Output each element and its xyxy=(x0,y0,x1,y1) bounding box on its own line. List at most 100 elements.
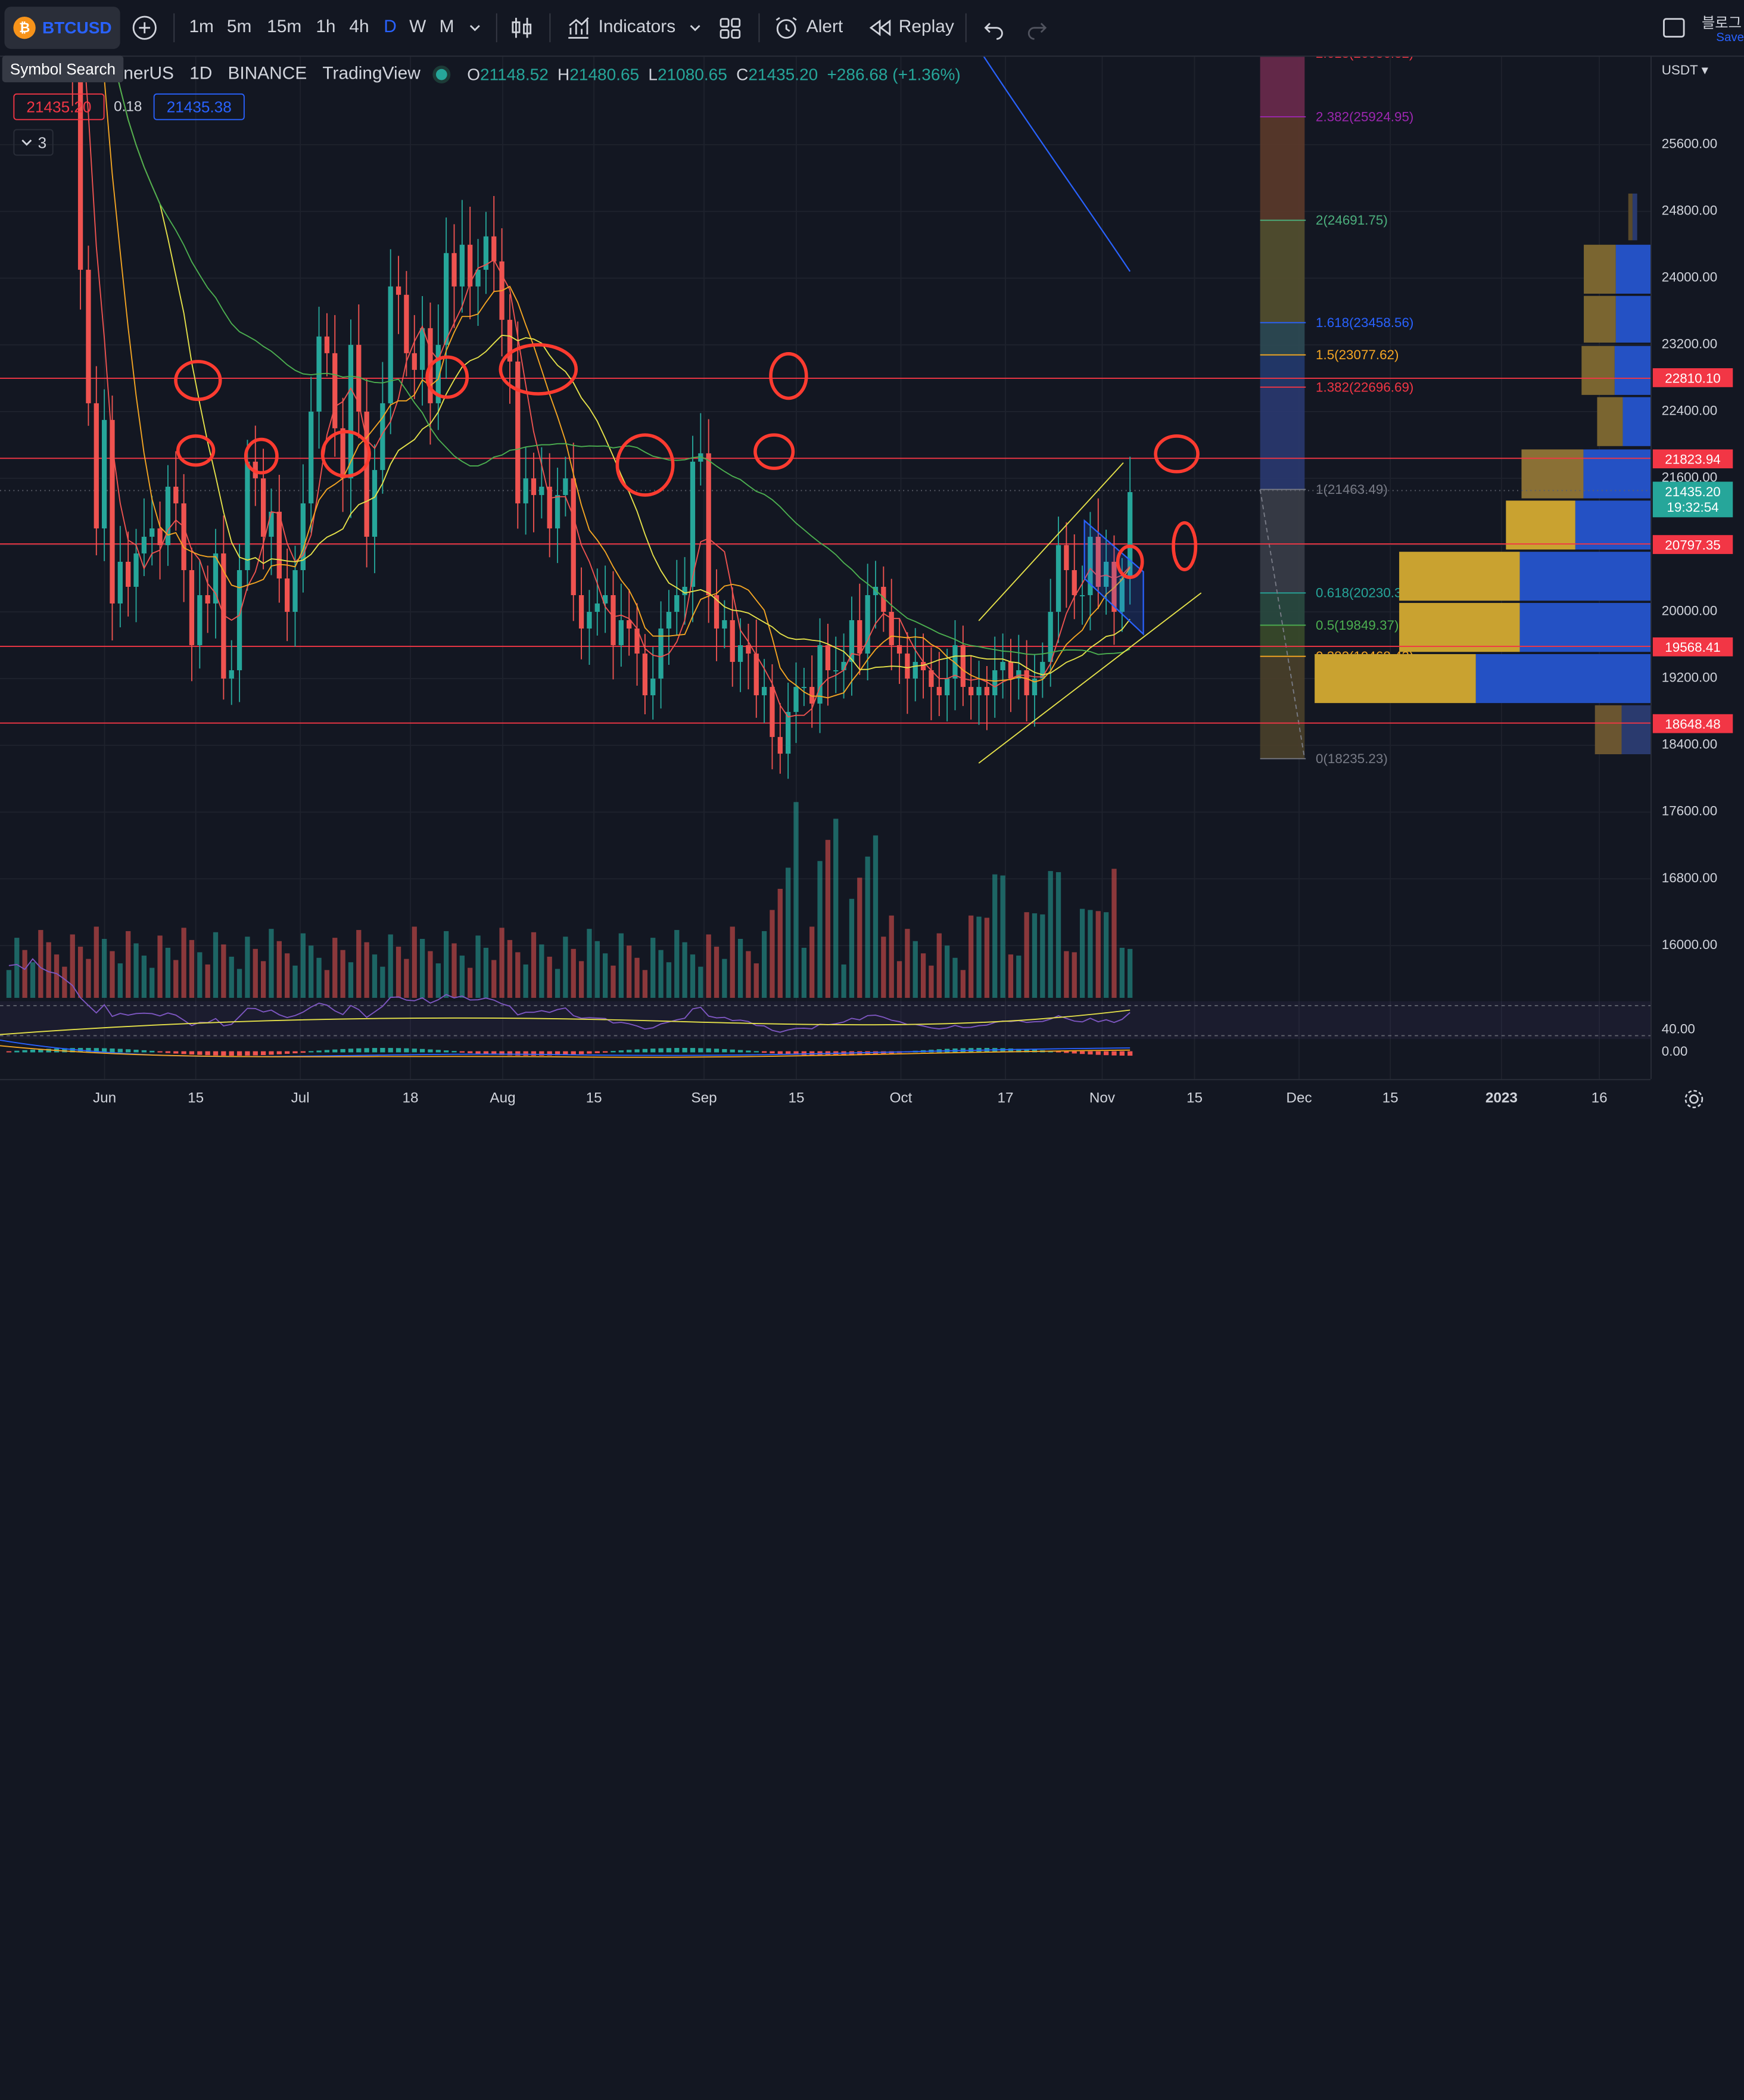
chart-legend: nerUS 1D BINANCE TradingView O21148.52 H… xyxy=(123,64,960,85)
volume-bar xyxy=(189,939,195,998)
symbol-search-button[interactable]: ₿ BTCUSD xyxy=(4,7,120,49)
interval-5m[interactable]: 5m xyxy=(226,17,252,37)
macd-histogram-bar xyxy=(658,1048,664,1053)
volume-bar xyxy=(793,802,799,998)
compare-add-button[interactable] xyxy=(131,0,158,55)
sell-button[interactable]: 21435.20 xyxy=(13,93,105,120)
volume-bar xyxy=(920,953,926,998)
volume-bar xyxy=(412,926,417,998)
indicator-count-toggle[interactable]: 3 xyxy=(13,129,54,156)
macd-histogram-bar xyxy=(181,1051,186,1054)
volume-bar xyxy=(38,930,43,998)
candle-body xyxy=(825,645,831,671)
oscillator-label: 0.00 xyxy=(1661,1043,1688,1059)
macd-histogram-bar xyxy=(1024,1049,1029,1053)
volume-bar xyxy=(1072,952,1077,998)
macd-histogram-bar xyxy=(642,1049,648,1053)
volume-bar xyxy=(499,928,504,998)
macd-histogram-bar xyxy=(611,1051,616,1053)
redo-icon xyxy=(1027,23,1047,40)
volume-bar xyxy=(984,917,990,998)
volume-bar xyxy=(809,926,815,998)
macd-histogram-bar xyxy=(491,1051,497,1055)
macd-histogram-bar xyxy=(332,1049,338,1053)
hand-drawn-circle xyxy=(244,437,279,475)
volume-profile-bar xyxy=(1584,244,1616,294)
ohlc-values: O21148.52 H21480.65 L21080.65 C21435.20 … xyxy=(467,65,961,84)
volume-bar xyxy=(841,964,846,998)
alert-button[interactable]: Alert xyxy=(773,0,843,55)
indicators-dropdown[interactable] xyxy=(687,0,703,55)
interval-1m[interactable]: 1m xyxy=(189,17,214,37)
volume-bar xyxy=(857,878,862,998)
save-link[interactable]: Save xyxy=(1716,31,1744,45)
volume-bar xyxy=(86,959,91,998)
replay-button[interactable]: Replay xyxy=(867,0,954,55)
interval-m[interactable]: M xyxy=(439,17,454,37)
price-axis[interactable] xyxy=(1650,55,1744,1079)
volume-bar xyxy=(746,951,751,998)
volume-bar xyxy=(1055,872,1061,998)
interval-1h[interactable]: 1h xyxy=(316,17,336,37)
volume-bar xyxy=(1095,911,1101,998)
fib-zone xyxy=(1260,322,1305,356)
level-tag[interactable]: 22810.10 xyxy=(1652,368,1733,387)
macd-histogram-bar xyxy=(419,1049,425,1053)
volume-bar xyxy=(101,939,107,998)
settings-button[interactable] xyxy=(1683,1088,1705,1116)
candle-body xyxy=(539,486,544,495)
korean-menu-label[interactable]: 블로그 xyxy=(1701,14,1742,32)
candle-body xyxy=(634,629,640,654)
volume-bar xyxy=(213,932,219,998)
candle-body xyxy=(594,603,600,612)
macd-histogram-bar xyxy=(563,1051,568,1055)
macd-histogram-bar xyxy=(253,1051,258,1056)
layout-button[interactable] xyxy=(717,0,742,55)
candle-body xyxy=(1095,536,1101,587)
currency-selector[interactable]: USDT ▾ xyxy=(1661,62,1708,78)
macd-histogram-bar xyxy=(364,1048,369,1053)
candle-body xyxy=(1103,561,1109,587)
chart-type-button[interactable] xyxy=(507,0,536,55)
rsi-signal-line xyxy=(0,1009,1131,1035)
hand-drawn-circle xyxy=(615,433,675,497)
interval-15m[interactable]: 15m xyxy=(267,17,302,37)
interval-d[interactable]: D xyxy=(384,17,397,37)
volume-bar xyxy=(706,934,711,998)
fib-level-label: 0.5(19849.37) xyxy=(1316,618,1399,633)
macd-histogram-bar xyxy=(444,1050,449,1053)
volume-bar xyxy=(221,944,226,998)
level-tag[interactable]: 18648.48 xyxy=(1652,714,1733,733)
undo-button[interactable] xyxy=(981,0,1005,55)
candle-body xyxy=(1088,536,1093,596)
indicators-icon xyxy=(568,17,589,39)
buy-button[interactable]: 21435.38 xyxy=(153,93,245,120)
macd-histogram-bar xyxy=(300,1051,306,1053)
macd-histogram-bar xyxy=(197,1051,203,1055)
level-tag[interactable]: 20797.35 xyxy=(1652,535,1733,554)
redo-button[interactable] xyxy=(1026,0,1050,55)
interval-4h[interactable]: 4h xyxy=(349,17,369,37)
indicators-button[interactable]: Indicators xyxy=(565,0,675,55)
square-icon xyxy=(1663,18,1685,38)
fullscreen-button[interactable] xyxy=(1662,0,1686,55)
level-tag[interactable]: 19568.41 xyxy=(1652,637,1733,657)
level-tag[interactable]: 21823.94 xyxy=(1652,449,1733,469)
price-label: 24000.00 xyxy=(1661,269,1718,285)
candle-body xyxy=(515,361,521,503)
volume-bar xyxy=(929,965,934,998)
volume-bar xyxy=(1048,871,1053,998)
symbol-description: nerUS xyxy=(123,64,174,84)
macd-histogram-bar xyxy=(22,1050,27,1053)
volume-bar xyxy=(356,930,362,998)
interval-w[interactable]: W xyxy=(409,17,426,37)
market-status-dot[interactable] xyxy=(435,69,447,80)
volume-bar xyxy=(825,839,831,998)
fib-zone xyxy=(1260,356,1305,387)
macd-histogram-bar xyxy=(578,1051,584,1054)
interval-dropdown[interactable] xyxy=(467,0,482,55)
moving-average-line xyxy=(101,0,1131,676)
time-axis[interactable] xyxy=(0,1079,1651,1125)
chart-canvas[interactable]: 2.618(26086.82)2.382(25924.95)2(24691.75… xyxy=(0,0,1744,1125)
candle-body xyxy=(126,561,131,587)
